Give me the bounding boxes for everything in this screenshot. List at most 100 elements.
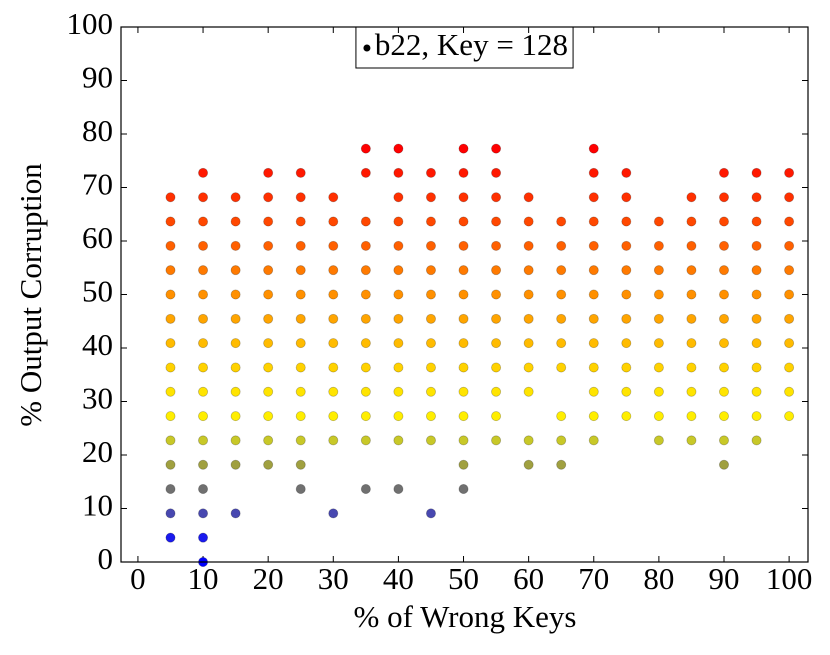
x-axis-label: % of Wrong Keys: [354, 599, 577, 634]
point: [458, 289, 469, 300]
point: [686, 313, 697, 324]
point: [295, 216, 306, 227]
x-tick-label: 40: [383, 561, 414, 596]
point: [784, 265, 795, 276]
point: [295, 386, 306, 397]
point: [393, 484, 404, 495]
x-tick-label: 30: [318, 561, 349, 596]
point: [491, 435, 502, 446]
point: [491, 265, 502, 276]
point: [751, 386, 762, 397]
point: [425, 338, 436, 349]
point: [784, 386, 795, 397]
point: [621, 386, 632, 397]
point: [165, 484, 176, 495]
x-tick-label: 90: [708, 561, 739, 596]
y-tick-label: 10: [82, 488, 113, 523]
point: [556, 313, 567, 324]
y-tick-label: 40: [82, 327, 113, 362]
point: [230, 313, 241, 324]
point: [165, 216, 176, 227]
point: [718, 192, 729, 203]
point: [653, 386, 664, 397]
point: [523, 386, 534, 397]
point: [751, 435, 762, 446]
point: [784, 240, 795, 251]
point: [718, 216, 729, 227]
point: [263, 459, 274, 470]
point: [523, 289, 534, 300]
point: [328, 508, 339, 519]
point: [556, 362, 567, 373]
x-tick-label: 10: [188, 561, 219, 596]
point: [718, 386, 729, 397]
point: [491, 167, 502, 178]
point: [621, 362, 632, 373]
point: [686, 386, 697, 397]
point: [588, 216, 599, 227]
point: [328, 240, 339, 251]
point: [328, 338, 339, 349]
point: [295, 411, 306, 422]
point: [198, 508, 209, 519]
y-tick-label: 50: [82, 274, 113, 309]
point: [263, 192, 274, 203]
point: [556, 459, 567, 470]
point: [686, 265, 697, 276]
point: [393, 435, 404, 446]
point: [393, 313, 404, 324]
point: [198, 289, 209, 300]
point: [653, 240, 664, 251]
point: [295, 265, 306, 276]
point: [491, 313, 502, 324]
point: [556, 411, 567, 422]
point: [263, 411, 274, 422]
point: [588, 313, 599, 324]
point: [556, 265, 567, 276]
point: [425, 508, 436, 519]
point: [295, 289, 306, 300]
point: [784, 313, 795, 324]
point: [653, 411, 664, 422]
point: [263, 167, 274, 178]
point: [718, 167, 729, 178]
point: [784, 362, 795, 373]
point: [230, 459, 241, 470]
y-tick-label: 90: [82, 60, 113, 95]
point: [458, 313, 469, 324]
point: [360, 484, 371, 495]
point: [523, 459, 534, 470]
point: [556, 240, 567, 251]
point: [328, 435, 339, 446]
point: [165, 411, 176, 422]
point: [425, 192, 436, 203]
point: [458, 435, 469, 446]
point: [751, 338, 762, 349]
point: [621, 265, 632, 276]
point: [360, 313, 371, 324]
point: [621, 313, 632, 324]
point: [360, 289, 371, 300]
point: [165, 508, 176, 519]
point: [230, 289, 241, 300]
point: [230, 265, 241, 276]
point: [328, 362, 339, 373]
point: [588, 411, 599, 422]
point: [295, 192, 306, 203]
point: [230, 411, 241, 422]
y-tick-label: 80: [82, 113, 113, 148]
point: [425, 216, 436, 227]
point: [686, 411, 697, 422]
point: [588, 338, 599, 349]
point: [263, 313, 274, 324]
point: [458, 192, 469, 203]
point: [165, 386, 176, 397]
point: [295, 484, 306, 495]
point: [751, 411, 762, 422]
point: [458, 216, 469, 227]
point: [165, 192, 176, 203]
point: [523, 240, 534, 251]
point: [263, 265, 274, 276]
point: [751, 313, 762, 324]
point: [328, 386, 339, 397]
